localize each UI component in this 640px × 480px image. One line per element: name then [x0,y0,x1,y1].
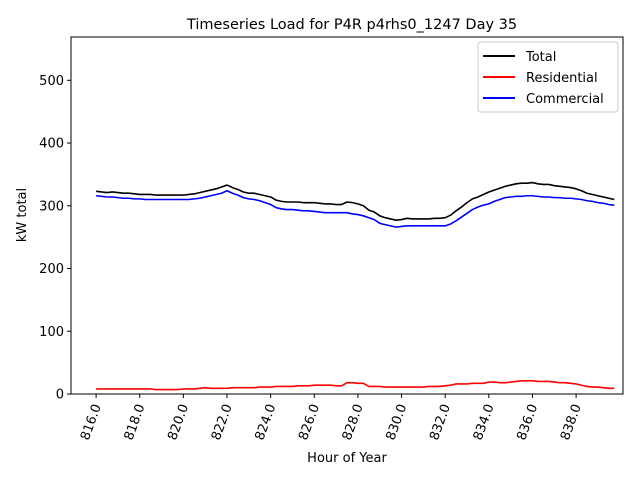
x-tick-label: 824.0 [253,402,280,442]
y-tick-label: 0 [56,388,64,403]
legend-label-residential: Residential [526,71,598,86]
y-tick-label: 300 [39,199,64,214]
x-axis-label: Hour of Year [307,451,387,466]
x-tick-label: 838.0 [558,402,585,442]
chart-title: Timeseries Load for P4R p4rhs0_1247 Day … [186,17,517,33]
x-tick-label: 818.0 [122,402,149,442]
x-tick-label: 830.0 [383,402,410,442]
legend-box [477,41,619,113]
x-tick-label: 834.0 [471,402,498,442]
y-axis: 0 100 200 300 400 500 [39,74,71,403]
y-tick-label: 200 [39,262,64,277]
y-tick-label: 400 [39,137,64,152]
x-tick-label: 828.0 [340,402,367,442]
x-tick-label: 822.0 [209,402,236,442]
plot-area-frame [70,36,624,395]
y-axis-label: kW total [15,188,30,242]
series-line-commercial [95,189,615,228]
x-tick-label: 816.0 [78,402,105,442]
x-tick-label: 836.0 [514,402,541,442]
x-axis: 816.0 818.0 820.0 822.0 824.0 826.0 828.0 830.0… [78,394,585,442]
series-line-residential [96,380,615,391]
legend: Total Residential Commercial [477,41,619,113]
legend-label-total: Total [525,50,556,65]
x-tick-label: 826.0 [296,402,323,442]
legend-label-commercial: Commercial [526,92,604,107]
y-tick-label: 100 [39,325,64,340]
y-tick-label: 500 [39,74,64,89]
series-layer [95,181,615,391]
x-tick-label: 832.0 [427,402,454,442]
x-tick-label: 820.0 [165,402,192,442]
series-line-total [95,181,615,222]
